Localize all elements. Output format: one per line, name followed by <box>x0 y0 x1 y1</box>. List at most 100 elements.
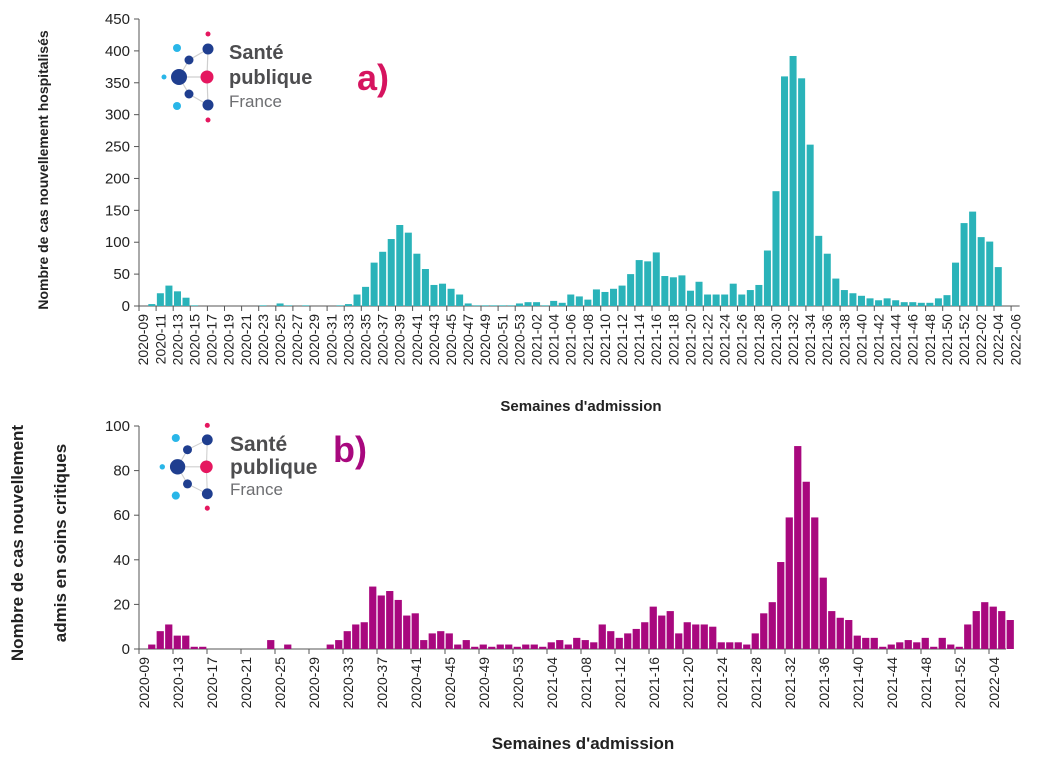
x-tick-label: 2022-06 <box>1007 314 1023 366</box>
bar-2021-48 <box>921 637 929 649</box>
x-tick-label: 2021-40 <box>850 657 866 709</box>
y-tick-label: 20 <box>113 596 130 613</box>
bar-2021-52 <box>955 646 963 649</box>
bar-2021-43 <box>883 298 891 306</box>
bar-2020-36 <box>369 586 377 649</box>
bar-2021-06 <box>567 294 575 306</box>
bar-2021-48 <box>926 302 934 306</box>
bar-2021-18 <box>666 611 674 649</box>
x-tick-label: 2021-08 <box>580 314 596 366</box>
x-tick-label: 2020-37 <box>375 314 391 366</box>
bar-2020-39 <box>394 599 402 649</box>
x-tick-label: 2021-12 <box>612 657 628 709</box>
x-tick-label: 2021-50 <box>939 314 955 366</box>
bar-2022-03 <box>986 241 994 306</box>
logo-molecule-icon <box>161 31 214 123</box>
bar-2021-20 <box>686 290 694 306</box>
bar-2021-25 <box>726 642 734 649</box>
x-tick-label: 2021-46 <box>905 314 921 366</box>
bar-2020-41 <box>413 253 421 306</box>
x-tick-label: 2021-28 <box>748 657 764 709</box>
x-tick-label: 2020-21 <box>238 314 254 366</box>
bar-2021-07 <box>575 296 583 306</box>
bar-2020-52 <box>507 305 515 306</box>
bar-2021-35 <box>811 517 819 649</box>
bar-2020-43 <box>428 633 436 649</box>
bar-2021-09 <box>592 289 600 306</box>
bar-2020-26 <box>284 644 292 649</box>
x-tick-label: 2021-06 <box>563 314 579 366</box>
bar-2021-44 <box>887 644 895 649</box>
x-tick-label: 2022-02 <box>973 314 989 366</box>
y-tick-label: 300 <box>105 107 130 124</box>
bar-2021-44 <box>892 300 900 306</box>
bar-2021-37 <box>828 611 836 649</box>
bar-2021-34 <box>806 144 814 306</box>
bar-2021-14 <box>632 628 640 649</box>
bar-2021-43 <box>879 646 887 649</box>
bar-2021-29 <box>760 613 768 649</box>
y-tick-label: 40 <box>113 552 130 569</box>
bar-2021-18 <box>669 277 677 306</box>
bar-2020-51 <box>498 305 506 306</box>
bar-2020-36 <box>370 262 378 306</box>
bar-2021-19 <box>678 275 686 306</box>
x-tick-label: 2021-12 <box>614 314 630 366</box>
y-tick-label: 100 <box>105 418 130 435</box>
panel-b-x-axis-label: Semaines d'admission <box>492 734 675 753</box>
bar-2021-51 <box>947 644 955 649</box>
y-tick-label: 450 <box>105 11 130 28</box>
x-tick-label: 2021-14 <box>631 314 647 366</box>
bar-2021-34 <box>802 481 810 649</box>
x-tick-label: 2020-15 <box>186 314 202 366</box>
bar-2020-38 <box>386 591 394 649</box>
bar-2021-26 <box>738 294 746 306</box>
x-tick-label: 2021-52 <box>956 314 972 366</box>
x-tick-label: 2020-19 <box>221 314 237 366</box>
bar-2021-27 <box>746 290 754 306</box>
bar-2021-14 <box>635 260 643 306</box>
bar-2021-23 <box>709 626 717 649</box>
x-tick-label: 2020-51 <box>494 314 510 366</box>
bar-2020-13 <box>173 291 181 306</box>
y-tick-label: 150 <box>105 202 130 219</box>
bar-2020-41 <box>411 613 419 649</box>
bar-2020-32 <box>335 640 343 649</box>
panel-a-letter: a) <box>357 57 389 98</box>
bar-2021-32 <box>789 55 797 306</box>
bar-2021-41 <box>866 298 874 306</box>
bar-2020-26 <box>285 305 293 306</box>
bar-2021-46 <box>904 640 912 649</box>
bar-2020-40 <box>404 232 412 306</box>
bar-2021-24 <box>717 642 725 649</box>
bar-2020-33 <box>343 631 351 649</box>
bar-2021-40 <box>857 295 865 306</box>
bar-2021-33 <box>794 446 802 649</box>
bar-2021-28 <box>755 284 763 306</box>
bar-2021-49 <box>930 646 938 649</box>
x-tick-label: 2021-02 <box>528 314 544 366</box>
logo-text-line3: France <box>229 92 282 111</box>
bar-2021-21 <box>692 624 700 649</box>
bar-2021-08 <box>581 640 589 649</box>
bar-2020-45 <box>447 288 455 306</box>
bar-2021-21 <box>695 281 703 306</box>
x-tick-label: 2020-31 <box>323 314 339 366</box>
bar-2021-16 <box>649 606 657 649</box>
x-tick-label: 2020-49 <box>477 314 493 366</box>
bar-2021-35 <box>815 235 823 306</box>
panel-b-y-axis-label-line2: admis en soins critiques <box>51 444 70 642</box>
bar-2021-02 <box>530 644 538 649</box>
y-tick-label: 0 <box>122 298 130 315</box>
bar-2020-12 <box>165 624 173 649</box>
bar-2021-40 <box>853 635 861 649</box>
y-tick-label: 250 <box>105 139 130 156</box>
x-tick-label: 2020-09 <box>135 314 151 366</box>
x-tick-label: 2020-47 <box>460 314 476 366</box>
bar-2021-12 <box>615 637 623 649</box>
x-tick-label: 2020-41 <box>409 314 425 366</box>
bar-2020-52 <box>505 644 513 649</box>
x-tick-label: 2020-25 <box>272 657 288 709</box>
panel-b-y-axis-label-line1: Nombre de cas nouvellement <box>8 425 27 662</box>
